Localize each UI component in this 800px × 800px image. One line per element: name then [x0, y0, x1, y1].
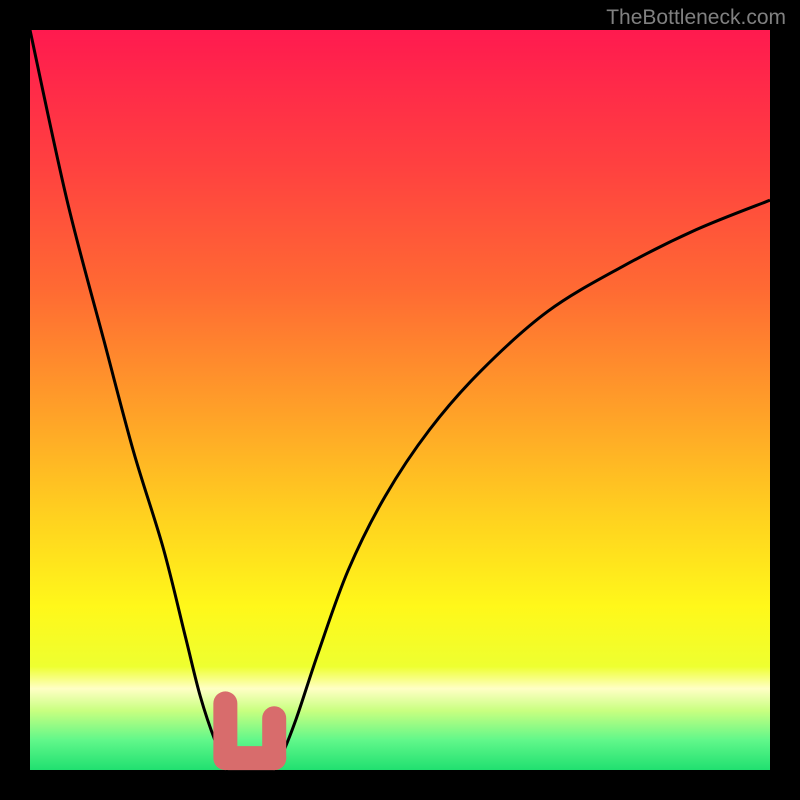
chart-svg — [0, 0, 800, 800]
bottleneck-chart-container: TheBottleneck.com — [0, 0, 800, 800]
watermark-text: TheBottleneck.com — [606, 6, 786, 30]
chart-gradient-background — [30, 30, 770, 770]
